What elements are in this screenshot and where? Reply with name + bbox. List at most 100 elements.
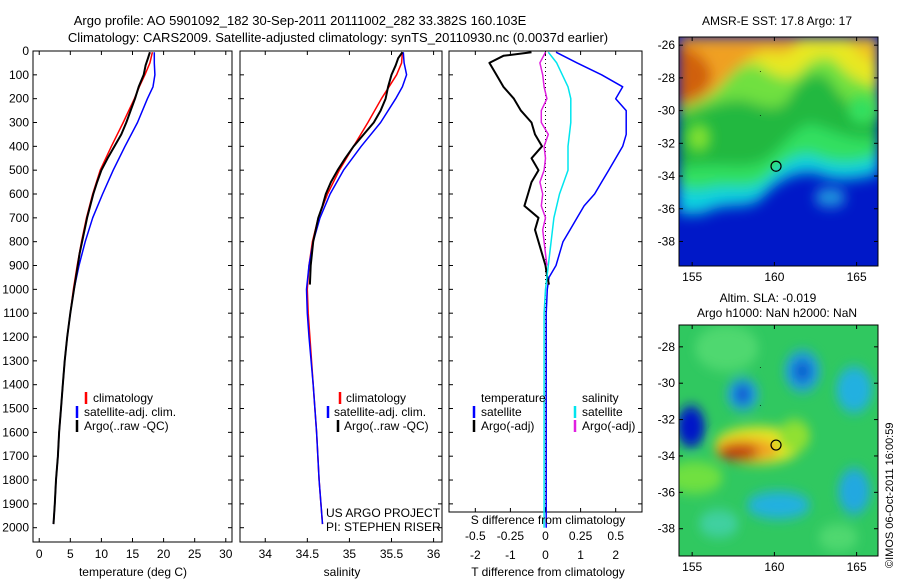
x-tick-label: -2: [470, 548, 481, 562]
temperature-axes-frame: [32, 50, 233, 543]
legend-satellite-label: satellite-adj. clim.: [334, 405, 426, 419]
project-credit-line-2: PI: STEPHEN RISER: [326, 520, 441, 534]
map-y-tick-label: -34: [658, 169, 676, 183]
salinity-axes-frame: [239, 50, 443, 543]
map-x-tick-label: 165: [847, 270, 867, 284]
x-tick-label: 30: [219, 547, 233, 561]
x-tick-label: 35: [343, 547, 357, 561]
y-tick-label: 1700: [2, 449, 29, 463]
map-y-tick-label: -36: [658, 202, 676, 216]
map-x-tick-label: 160: [764, 270, 784, 284]
salinity-legend: climatology satellite-adj. clim. Argo(..…: [326, 391, 429, 433]
map-y-tick-label: -34: [658, 449, 676, 463]
map-y-tick-label: -26: [658, 38, 676, 52]
salinity-xlabel: salinity: [324, 565, 361, 579]
map-dot-mark: ·: [759, 363, 762, 372]
top-x-tick-label: -0.25: [497, 529, 525, 543]
y-tick-label: 900: [9, 259, 29, 273]
top-x-tick-label: 0.25: [569, 529, 593, 543]
x-tick-label: 0: [542, 548, 549, 562]
x-tick-label: 15: [126, 547, 140, 561]
x-tick-label: 25: [188, 547, 202, 561]
x-tick-label: 5: [67, 547, 74, 561]
y-tick-label: 600: [9, 187, 29, 201]
sst-map-title: AMSR-E SST: 17.8 Argo: 17: [702, 14, 852, 28]
x-tick-label: 35.5: [380, 547, 404, 561]
y-tick-label: 1800: [2, 473, 29, 487]
x-tick-label: 20: [157, 547, 171, 561]
map-dot-mark: ·: [759, 67, 762, 76]
map-y-tick-label: -28: [658, 71, 676, 85]
sla-heatmap: [679, 325, 878, 556]
y-tick-label: 100: [9, 68, 29, 82]
x-tick-label: 0: [36, 547, 43, 561]
y-tick-label: 1500: [2, 402, 29, 416]
y-tick-label: 1100: [3, 306, 29, 320]
sla-map-title: Altim. SLA: -0.019: [720, 291, 817, 305]
series-line-t-satellite: [545, 51, 627, 528]
y-tick-label: 1300: [2, 354, 29, 368]
map-y-tick-label: -38: [658, 234, 676, 248]
difference-legend: temperature salinity satellite Argo(-adj…: [472, 391, 635, 433]
sla-map-frame: [678, 324, 879, 557]
y-tick-label: 400: [9, 139, 29, 153]
salinity-panel: 34 34.5 35 35.5 36 salinity climatology sate…: [239, 50, 443, 579]
legend-s-satellite-label: satellite: [582, 405, 623, 419]
map-y-tick-label: -30: [658, 376, 676, 390]
temperature-xlabel: temperature (deg C): [79, 565, 187, 579]
argo-position-marker: [770, 439, 782, 451]
map-x-tick-label: 165: [847, 560, 867, 574]
map-y-tick-label: -30: [658, 104, 676, 118]
map-dot-mark: ·: [759, 111, 762, 120]
sla-map-subtitle: Argo h1000: NaN h2000: NaN: [697, 306, 857, 320]
x-tick-label: -1: [505, 548, 516, 562]
legend-s-argo-label: Argo(-adj): [582, 419, 635, 433]
project-credit-line-1: US ARGO PROJECT: [326, 506, 441, 520]
top-x-tick-label: 0.5: [607, 529, 624, 543]
y-tick-label: 200: [9, 92, 29, 106]
difference-panel: -2 -1 0 1 2 -0.5 -0.25 0 0.25 0.5 S difference fr…: [448, 50, 643, 579]
y-tick-label: 0: [22, 44, 29, 58]
imos-watermark: ©IMOS 06-Oct-2011 16:00:59: [884, 423, 896, 568]
series-line-s-satellite: [543, 51, 572, 528]
x-tick-label: 36: [427, 547, 441, 561]
sst-heatmap: [679, 37, 878, 266]
y-tick-label: 800: [9, 235, 29, 249]
legend-t-argo-label: Argo(-adj): [481, 419, 534, 433]
legend-salinity-title: salinity: [582, 391, 619, 405]
y-tick-label: 1400: [2, 378, 29, 392]
x-tick-label: 34: [259, 547, 273, 561]
legend-climatology-label: climatology: [93, 391, 153, 405]
y-tick-label: 1000: [2, 282, 29, 296]
series-line-climatology: [306, 52, 404, 525]
header-line-2: Climatology: CARS2009. Satellite-adjuste…: [68, 30, 608, 45]
map-x-tick-label: 155: [682, 560, 702, 574]
temperature-legend: climatology satellite-adj. clim. Argo(..…: [75, 391, 176, 433]
legend-climatology-label: climatology: [346, 391, 406, 405]
legend-argo-label: Argo(..raw -QC): [344, 419, 429, 433]
temperature-panel: 0 5 10 15 20 25 300100200300400500600700800900…: [2, 44, 232, 579]
sst-map-panel: AMSR-E SST: 17.8 Argo: 17: [658, 14, 879, 284]
sst-map-frame: [678, 36, 879, 267]
header-line-1: Argo profile: AO 5901092_182 30-Sep-2011…: [74, 13, 527, 28]
legend-temperature-title: temperature: [481, 391, 546, 405]
series-line-satellite-adj-clim-: [305, 52, 408, 525]
legend-satellite-label: satellite-adj. clim.: [84, 405, 176, 419]
argo-position-marker: [770, 160, 782, 172]
x-tick-label: 34.5: [296, 547, 320, 561]
map-y-tick-label: -32: [658, 413, 676, 427]
map-dot-mark: ·: [759, 401, 762, 410]
x-tick-label: 2: [612, 548, 619, 562]
map-x-tick-label: 160: [764, 560, 784, 574]
series-line-s-argo-adj-: [539, 51, 550, 266]
y-tick-label: 700: [9, 211, 29, 225]
y-tick-label: 1900: [2, 497, 29, 511]
series-line-argo-raw-qc-: [52, 51, 151, 525]
y-tick-label: 1200: [2, 330, 29, 344]
difference-top-xlabel: S difference from climatology: [471, 513, 626, 527]
difference-xlabel: T difference from climatology: [471, 565, 625, 579]
series-line-satellite-adj-clim-: [52, 52, 156, 525]
y-tick-label: 2000: [2, 521, 29, 535]
map-y-tick-label: -38: [658, 522, 676, 536]
